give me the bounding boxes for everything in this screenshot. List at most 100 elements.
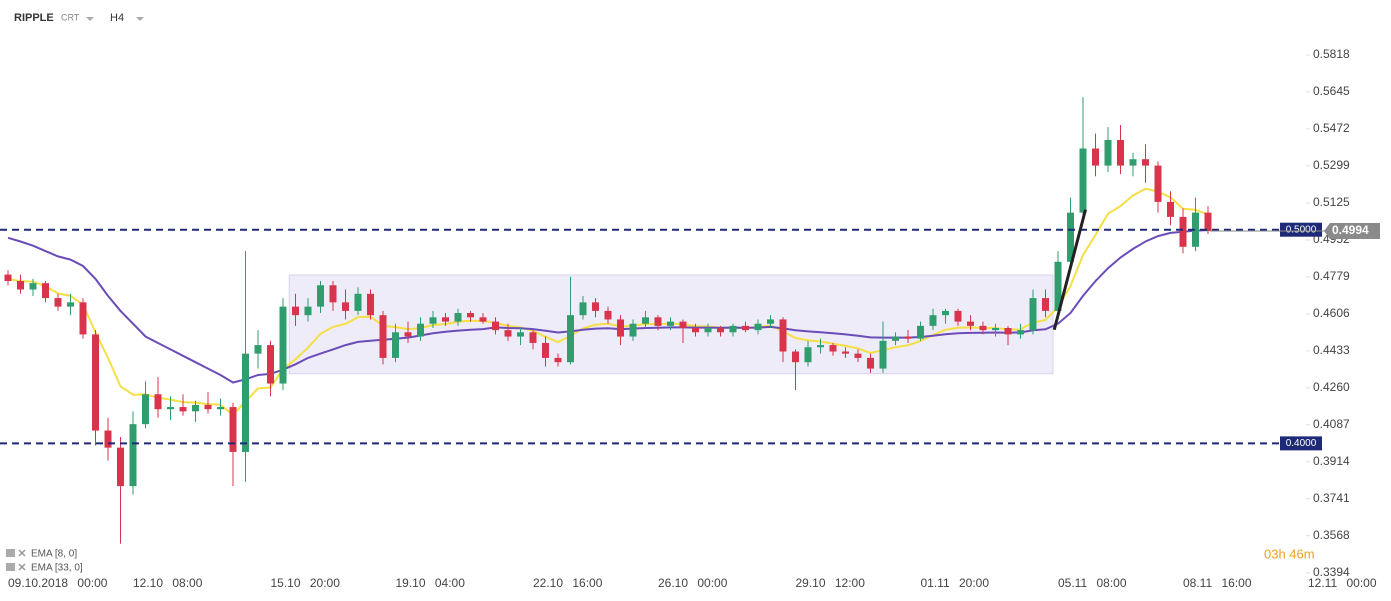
candle-body <box>192 404 199 412</box>
candle-body <box>742 325 749 331</box>
candle-body <box>367 293 374 316</box>
candle-body <box>479 317 487 322</box>
candle-body <box>879 340 887 369</box>
candle-body <box>304 306 312 316</box>
candle-body <box>67 302 74 307</box>
candle-body <box>1179 216 1187 247</box>
candle-body <box>504 330 512 337</box>
candle-body <box>292 306 299 316</box>
y-tick-label: 0.4779 <box>1313 269 1350 283</box>
candle-body <box>454 313 462 322</box>
y-tick-label: 0.5299 <box>1313 158 1350 172</box>
legend-remove[interactable] <box>18 563 26 571</box>
candle-body <box>467 313 474 318</box>
x-tick-label: 12.10 08:00 <box>133 576 203 590</box>
candle-body <box>242 353 249 452</box>
candle-body <box>1104 139 1112 166</box>
dropdown-arrow[interactable] <box>86 17 94 21</box>
candle-body <box>1154 165 1162 202</box>
candle-body <box>1192 212 1199 247</box>
candle-body <box>1117 139 1124 166</box>
candle-body <box>604 310 612 320</box>
y-tick-label: 0.3741 <box>1313 491 1350 505</box>
last-price-tag <box>1324 222 1380 239</box>
candle-body <box>279 306 287 384</box>
candle-body <box>1004 327 1012 335</box>
candle-timer: 03h 46m <box>1264 546 1315 561</box>
symbol[interactable]: RIPPLE <box>14 12 54 24</box>
candle-body <box>1092 148 1099 166</box>
candle-body <box>892 336 899 341</box>
y-tick-label: 0.4433 <box>1313 343 1350 357</box>
candle-body <box>692 327 699 333</box>
candle-body <box>579 302 587 316</box>
candle-body <box>129 424 137 487</box>
y-tick-label: 0.3914 <box>1313 454 1350 468</box>
x-tick-label: 08.11 16:00 <box>1183 576 1252 590</box>
candle-body <box>217 407 224 410</box>
legend-remove[interactable] <box>18 549 26 557</box>
candle-body <box>267 345 274 384</box>
level-tag <box>1280 436 1322 451</box>
candle-body <box>392 332 399 358</box>
y-tick-label: 0.5472 <box>1313 121 1350 135</box>
candle-body <box>679 321 687 328</box>
candle-body <box>1167 201 1174 217</box>
candle-body <box>967 321 974 326</box>
candle-body <box>117 447 124 487</box>
x-tick-label: 29.10 12:00 <box>796 576 866 590</box>
candle-body <box>629 323 637 337</box>
dropdown-arrow[interactable] <box>136 17 144 21</box>
x-tick-label: 09.10.2018 00:00 <box>8 576 108 590</box>
candle-body <box>817 345 824 348</box>
candle-body <box>379 315 387 358</box>
x-tick-label: 19.10 04:00 <box>396 576 466 590</box>
candle-body <box>542 342 549 358</box>
x-tick-label: 26.10 00:00 <box>658 576 728 590</box>
candle-body <box>254 345 262 354</box>
candle-body <box>767 319 774 324</box>
candle-body <box>229 407 237 452</box>
candle-body <box>54 298 62 307</box>
candle-body <box>1142 159 1149 166</box>
candle-body <box>567 315 574 363</box>
candle-body <box>954 310 962 322</box>
candle-body <box>942 310 949 316</box>
candle-body <box>867 357 874 369</box>
timeframe[interactable]: H4 <box>110 12 124 24</box>
source[interactable]: CRT <box>61 12 80 22</box>
legend-label: EMA [33, 0] <box>31 563 83 574</box>
candle-body <box>204 404 212 410</box>
candle-body <box>904 336 912 339</box>
candle-body <box>804 347 812 363</box>
x-tick-label: 01.11 20:00 <box>921 576 990 590</box>
candle-body <box>617 319 624 337</box>
candle-body <box>554 357 562 363</box>
candle-body <box>104 430 112 448</box>
legend-icon[interactable] <box>6 563 15 571</box>
candle-body <box>854 353 862 358</box>
candle-body <box>704 327 712 333</box>
candle-body <box>729 325 737 333</box>
candle-body <box>4 274 12 281</box>
candle-body <box>979 325 987 331</box>
level-label: 0.4000 <box>1286 438 1317 449</box>
candle-body <box>492 321 499 331</box>
candle-body <box>929 315 937 326</box>
level-label: 0.5000 <box>1286 224 1317 235</box>
y-tick-label: 0.4087 <box>1313 417 1350 431</box>
candle-body <box>779 319 787 352</box>
legend-icon[interactable] <box>6 549 15 557</box>
trend-line <box>1052 209 1087 331</box>
candle-body <box>654 317 662 326</box>
candle-body <box>592 302 599 311</box>
candle-body <box>1042 298 1049 311</box>
candle-body <box>92 334 99 431</box>
x-tick-label: 15.10 20:00 <box>271 576 341 590</box>
y-tick-label: 0.3394 <box>1313 565 1350 579</box>
x-tick-label: 12.11 00:00 <box>1308 576 1377 590</box>
candle-body <box>417 323 424 337</box>
legend-label: EMA [8, 0] <box>31 549 77 560</box>
